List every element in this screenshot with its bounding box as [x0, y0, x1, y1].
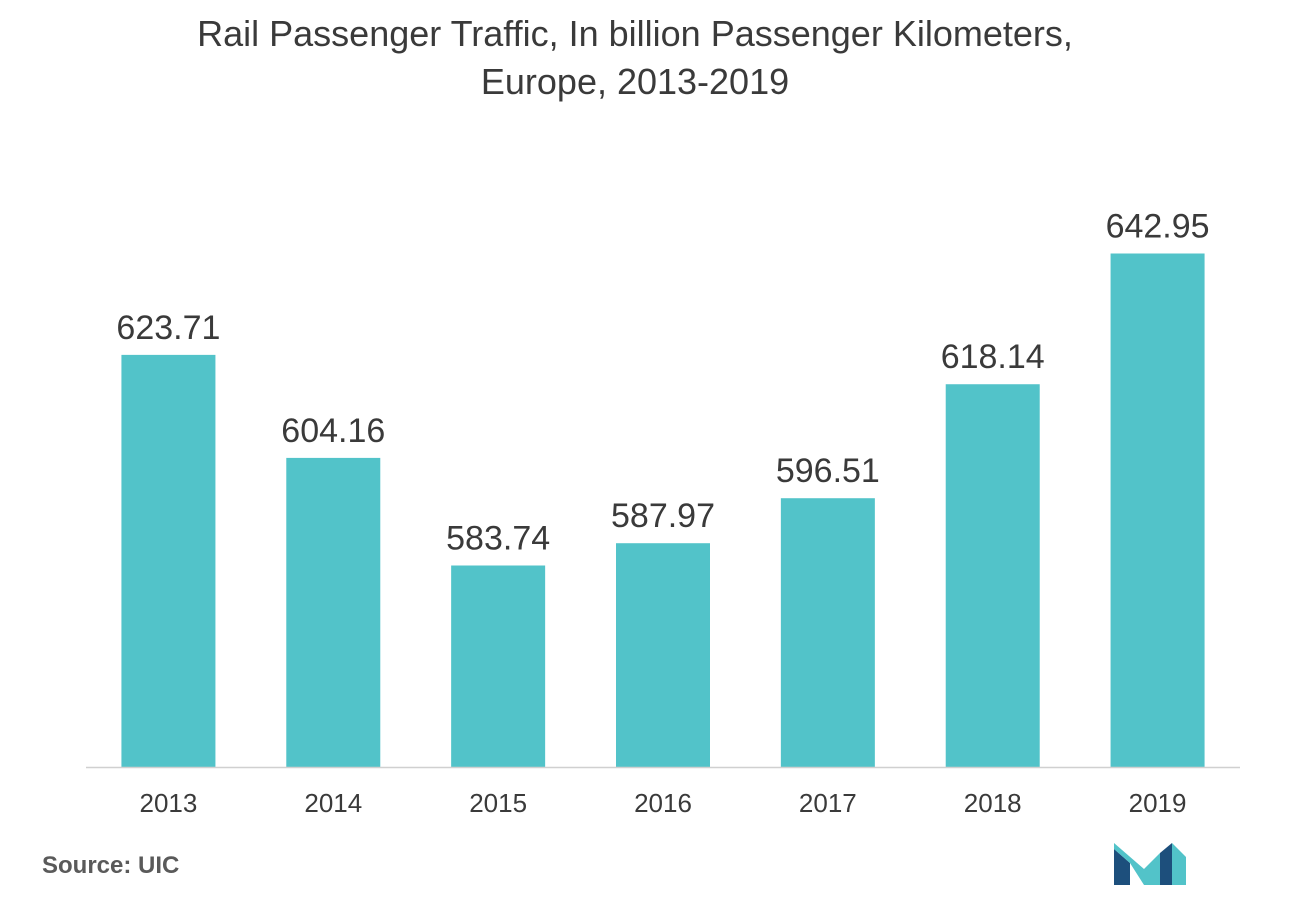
chart-title-line-2: Europe, 2013-2019 — [480, 61, 790, 102]
x-tick-label-2018: 2018 — [964, 788, 1022, 818]
x-tick-label-2014: 2014 — [304, 788, 362, 818]
x-tick-label-2015: 2015 — [469, 788, 527, 818]
bar-2018 — [945, 384, 1040, 767]
value-label-2016: 587.97 — [611, 497, 715, 535]
value-label-2017: 596.51 — [776, 452, 880, 490]
value-label-2014: 604.16 — [281, 412, 385, 450]
chart-title-line-1: Rail Passenger Traffic, In billion Passe… — [197, 13, 1073, 54]
bar-2015 — [451, 565, 546, 767]
x-tick-label-2016: 2016 — [634, 788, 692, 818]
x-tick-label-2013: 2013 — [140, 788, 198, 818]
x-tick-label-group: 2013 2014 2015 2016 2017 2018 2019 — [140, 788, 1187, 818]
value-label-2013: 623.71 — [116, 309, 220, 347]
bar-2014 — [286, 457, 381, 767]
chart-title: Rail Passenger Traffic, In billion Passe… — [0, 10, 1270, 106]
value-label-2018: 618.14 — [941, 338, 1045, 376]
x-tick-label-2019: 2019 — [1129, 788, 1187, 818]
bar-group — [121, 253, 1205, 768]
value-label-2019: 642.95 — [1106, 207, 1210, 245]
bar-2016 — [616, 543, 710, 767]
mordor-intelligence-logo-icon — [1114, 843, 1186, 885]
value-label-group: 623.71 604.16 583.74 587.97 596.51 618.14 642.… — [116, 207, 1209, 557]
x-tick-label-2017: 2017 — [799, 788, 857, 818]
bar-2013 — [121, 354, 216, 767]
value-label-2015: 583.74 — [446, 519, 550, 557]
bar-2019 — [1110, 253, 1205, 768]
bar-2017 — [780, 498, 875, 767]
source-note: Source: UIC — [42, 852, 180, 879]
